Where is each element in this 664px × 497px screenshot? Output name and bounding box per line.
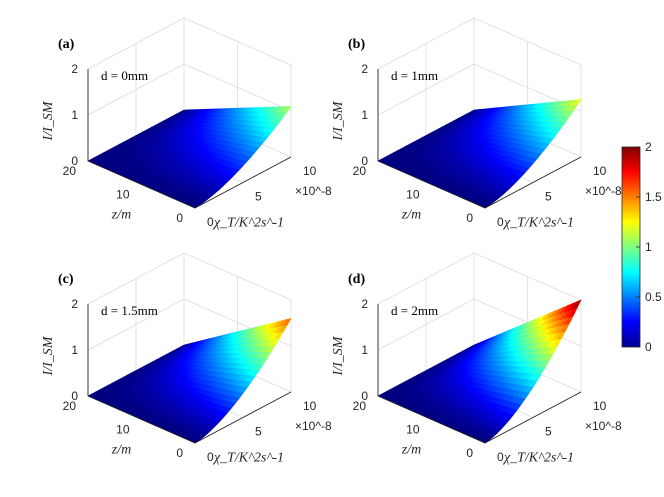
axis-line (87, 160, 196, 209)
d-annotation: d = 1mm (391, 68, 438, 83)
surface-panel-1: 012010200510×10^-8I/I_SMz/mχ_T/K^2s^-1(a… (41, 17, 332, 231)
axis-line (377, 395, 486, 444)
x-tick-label: 0 (207, 450, 214, 464)
surface-panels: 012010200510×10^-8I/I_SMz/mχ_T/K^2s^-1(a… (41, 17, 622, 466)
x-axis-title: χ_T/K^2s^-1 (502, 451, 574, 466)
x-tick-label: 0 (207, 215, 214, 229)
x-axis-title: χ_T/K^2s^-1 (212, 451, 284, 466)
colorbar-ticks: 0 0.5 1 1.5 2 (636, 140, 662, 354)
axes-lines (87, 304, 292, 444)
y-axis-title: z/m (401, 208, 421, 223)
surface-mesh (377, 299, 582, 444)
z-axis-title: I/I_SM (41, 100, 56, 141)
x-tick-label: 10 (593, 399, 607, 413)
axis-line (194, 156, 292, 209)
z-tick-label: 1 (71, 108, 78, 122)
y-tick-label: 0 (176, 446, 183, 460)
y-axis-title: z/m (401, 443, 421, 458)
z-tick-label: 0 (71, 389, 78, 403)
y-tick-label: 20 (353, 164, 367, 178)
y-tick-label: 10 (406, 188, 420, 202)
z-axis-title: I/I_SM (331, 100, 346, 141)
x-tick-label: 10 (303, 164, 317, 178)
surface-mesh (87, 317, 292, 444)
panel-label: (d) (348, 272, 365, 287)
x-axis-title: χ_T/K^2s^-1 (212, 216, 284, 231)
surface-panel-2: 012010200510×10^-8I/I_SMz/mχ_T/K^2s^-1(b… (331, 17, 622, 231)
panel-label: (c) (58, 272, 74, 287)
colorbar-tick-label: 0 (645, 340, 652, 354)
x-tick-label: 5 (545, 190, 552, 204)
x-exponent-label: ×10^-8 (295, 419, 332, 433)
z-tick-label: 1 (361, 108, 368, 122)
axis-line (484, 156, 582, 209)
d-annotation: d = 2mm (391, 303, 438, 318)
y-axis-title: z/m (111, 443, 131, 458)
d-annotation: d = 1.5mm (101, 303, 158, 318)
y-tick-label: 10 (116, 423, 130, 437)
z-tick-label: 2 (361, 62, 368, 76)
z-tick-label: 1 (361, 343, 368, 357)
axis-line (87, 395, 196, 444)
axis-line (377, 160, 486, 209)
y-tick-label: 10 (116, 188, 130, 202)
panel-label: (b) (348, 37, 365, 52)
x-tick-label: 0 (497, 450, 504, 464)
x-exponent-label: ×10^-8 (585, 184, 622, 198)
y-tick-label: 20 (353, 399, 367, 413)
colorbar: 0 0.5 1 1.5 2 (621, 140, 662, 354)
x-axis-title: χ_T/K^2s^-1 (502, 216, 574, 231)
surface-panel-4: 012010200510×10^-8I/I_SMz/mχ_T/K^2s^-1(d… (331, 252, 622, 466)
surface-mesh (87, 106, 292, 209)
x-exponent-label: ×10^-8 (295, 184, 332, 198)
axes-lines (377, 304, 582, 444)
z-axis-title: I/I_SM (331, 335, 346, 376)
d-annotation: d = 0mm (101, 68, 148, 83)
x-tick-label: 10 (303, 399, 317, 413)
x-tick-label: 0 (497, 215, 504, 229)
y-tick-label: 0 (466, 446, 473, 460)
colorbar-tick-label: 2 (645, 140, 652, 154)
y-tick-label: 10 (406, 423, 420, 437)
colorbar-tick-label: 0.5 (645, 290, 662, 304)
axis-line (484, 391, 582, 444)
y-tick-label: 0 (176, 211, 183, 225)
x-exponent-label: ×10^-8 (585, 419, 622, 433)
axis-line (194, 391, 292, 444)
surface-panel-3: 012010200510×10^-8I/I_SMz/mχ_T/K^2s^-1(c… (41, 252, 332, 466)
y-axis-title: z/m (111, 208, 131, 223)
x-tick-label: 10 (593, 164, 607, 178)
z-tick-label: 0 (361, 389, 368, 403)
x-tick-label: 5 (255, 425, 262, 439)
panel-label: (a) (58, 37, 75, 52)
z-tick-label: 2 (71, 62, 78, 76)
x-tick-label: 5 (545, 425, 552, 439)
colorbar-tick-label: 1 (645, 240, 652, 254)
surface-mesh (377, 99, 582, 209)
z-axis-title: I/I_SM (41, 335, 56, 376)
z-tick-label: 2 (361, 297, 368, 311)
y-tick-label: 20 (63, 164, 77, 178)
z-tick-label: 0 (361, 154, 368, 168)
axes-lines (87, 69, 292, 209)
axes-lines (377, 69, 582, 209)
x-tick-label: 5 (255, 190, 262, 204)
y-tick-label: 0 (466, 211, 473, 225)
z-tick-label: 0 (71, 154, 78, 168)
colorbar-tick-label: 1.5 (645, 190, 662, 204)
z-tick-label: 1 (71, 343, 78, 357)
y-tick-label: 20 (63, 399, 77, 413)
z-tick-label: 2 (71, 297, 78, 311)
